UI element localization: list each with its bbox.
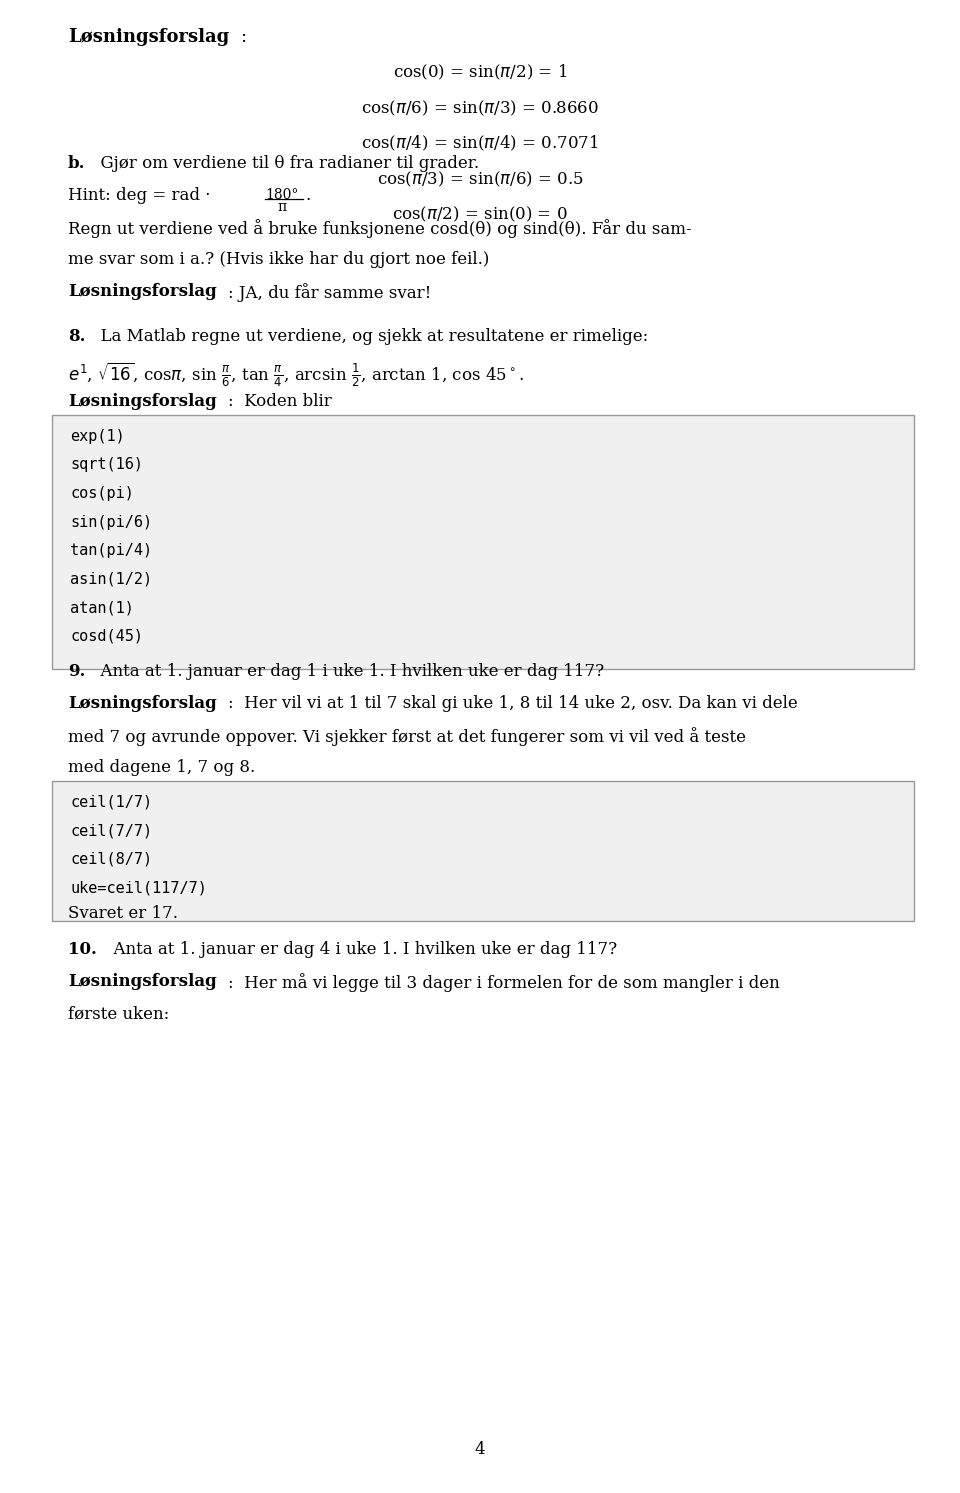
- Text: atan(1): atan(1): [70, 600, 133, 615]
- Text: me svar som i a.? (Hvis ikke har du gjort noe feil.): me svar som i a.? (Hvis ikke har du gjor…: [68, 251, 490, 269]
- Text: cosd(45): cosd(45): [70, 629, 143, 643]
- Text: Løsningsforslag: Løsningsforslag: [68, 393, 217, 411]
- Text: 10.: 10.: [68, 941, 97, 959]
- Text: med dagene 1, 7 og 8.: med dagene 1, 7 og 8.: [68, 758, 255, 776]
- Text: $e^1$, $\sqrt{16}$, cos$\pi$, sin $\frac{\pi}{6}$, tan $\frac{\pi}{4}$, arcsin $: $e^1$, $\sqrt{16}$, cos$\pi$, sin $\frac…: [68, 360, 524, 388]
- Text: Anta at 1. januar er dag 4 i uke 1. I hvilken uke er dag 117?: Anta at 1. januar er dag 4 i uke 1. I hv…: [103, 941, 617, 959]
- Text: sqrt(16): sqrt(16): [70, 457, 143, 472]
- Text: med 7 og avrunde oppover. Vi sjekker først at det fungerer som vi vil ved å test: med 7 og avrunde oppover. Vi sjekker før…: [68, 727, 746, 746]
- Text: cos($\pi$/4) = sin($\pi$/4) = 0.7071: cos($\pi$/4) = sin($\pi$/4) = 0.7071: [361, 134, 599, 154]
- Text: cos(0) = sin($\pi$/2) = 1: cos(0) = sin($\pi$/2) = 1: [393, 63, 567, 82]
- Text: første uken:: første uken:: [68, 1005, 169, 1023]
- Text: Løsningsforslag: Løsningsforslag: [68, 284, 217, 300]
- Text: Løsningsforslag: Løsningsforslag: [68, 28, 229, 46]
- Text: :  Her vil vi at 1 til 7 skal gi uke 1, 8 til 14 uke 2, osv. Da kan vi dele: : Her vil vi at 1 til 7 skal gi uke 1, 8…: [228, 696, 798, 712]
- Text: :: :: [240, 28, 246, 46]
- Text: asin(1/2): asin(1/2): [70, 572, 152, 587]
- Text: 8.: 8.: [68, 328, 85, 345]
- Text: uke=ceil(117/7): uke=ceil(117/7): [70, 881, 206, 896]
- Text: Gjør om verdiene til θ fra radianer til grader.: Gjør om verdiene til θ fra radianer til …: [90, 155, 479, 172]
- Text: tan(pi/4): tan(pi/4): [70, 543, 152, 558]
- Text: 9.: 9.: [68, 663, 85, 679]
- Text: :  Her må vi legge til 3 dager i formelen for de som mangler i den: : Her må vi legge til 3 dager i formelen…: [228, 973, 780, 991]
- Text: : JA, du får samme svar!: : JA, du får samme svar!: [228, 284, 431, 302]
- Text: Svaret er 17.: Svaret er 17.: [68, 905, 178, 923]
- Text: La Matlab regne ut verdiene, og sjekk at resultatene er rimelige:: La Matlab regne ut verdiene, og sjekk at…: [90, 328, 648, 345]
- Text: Regn ut verdiene ved å bruke funksjonene cosd(θ) og sind(θ). Får du sam-: Regn ut verdiene ved å bruke funksjonene…: [68, 219, 691, 237]
- Text: cos(pi): cos(pi): [70, 487, 133, 502]
- Text: .: .: [305, 187, 310, 205]
- Text: ceil(1/7): ceil(1/7): [70, 794, 152, 811]
- Text: Anta at 1. januar er dag 1 i uke 1. I hvilken uke er dag 117?: Anta at 1. januar er dag 1 i uke 1. I hv…: [90, 663, 604, 679]
- Text: cos($\pi$/3) = sin($\pi$/6) = 0.5: cos($\pi$/3) = sin($\pi$/6) = 0.5: [376, 170, 584, 188]
- Text: 180°: 180°: [265, 188, 299, 202]
- Text: π: π: [277, 200, 286, 213]
- Text: cos($\pi$/6) = sin($\pi$/3) = 0.8660: cos($\pi$/6) = sin($\pi$/3) = 0.8660: [361, 99, 599, 118]
- Text: cos($\pi$/2) = sin(0) = 0: cos($\pi$/2) = sin(0) = 0: [393, 205, 567, 224]
- Bar: [52, 781, 914, 921]
- Text: 4: 4: [474, 1441, 486, 1459]
- Text: Løsningsforslag: Løsningsforslag: [68, 973, 217, 990]
- Text: b.: b.: [68, 155, 85, 172]
- Text: ceil(7/7): ceil(7/7): [70, 824, 152, 839]
- Text: ceil(8/7): ceil(8/7): [70, 853, 152, 867]
- Bar: [52, 415, 914, 669]
- Text: Løsningsforslag: Løsningsforslag: [68, 696, 217, 712]
- Text: exp(1): exp(1): [70, 428, 125, 443]
- Text: Hint: deg = rad ·: Hint: deg = rad ·: [68, 187, 216, 205]
- Text: :  Koden blir: : Koden blir: [228, 393, 332, 411]
- Text: sin(pi/6): sin(pi/6): [70, 515, 152, 530]
